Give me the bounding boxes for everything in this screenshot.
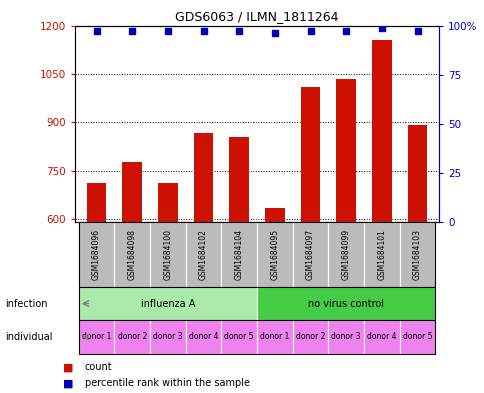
Bar [193, 134, 213, 393]
Bar [363, 222, 399, 287]
Bar [300, 87, 320, 393]
Text: donor 4: donor 4 [188, 332, 218, 342]
Bar [150, 222, 185, 287]
Text: donor 5: donor 5 [402, 332, 431, 342]
Text: donor 5: donor 5 [224, 332, 254, 342]
Text: percentile rank within the sample: percentile rank within the sample [85, 378, 249, 388]
Text: donor 3: donor 3 [331, 332, 360, 342]
Bar [257, 320, 292, 354]
Bar [336, 79, 355, 393]
Text: infection: infection [5, 299, 47, 309]
Title: GDS6063 / ILMN_1811264: GDS6063 / ILMN_1811264 [175, 10, 338, 23]
Bar [78, 222, 114, 287]
Text: GSM1684097: GSM1684097 [305, 229, 315, 280]
Bar [363, 320, 399, 354]
Bar [399, 320, 435, 354]
Bar [114, 222, 150, 287]
Text: donor 1: donor 1 [82, 332, 111, 342]
Text: GSM1684101: GSM1684101 [377, 229, 386, 280]
Bar [257, 287, 435, 320]
Text: GSM1684098: GSM1684098 [127, 229, 136, 280]
Text: donor 2: donor 2 [295, 332, 325, 342]
Text: GSM1684100: GSM1684100 [163, 229, 172, 280]
Bar [292, 222, 328, 287]
Bar [185, 222, 221, 287]
Bar [399, 222, 435, 287]
Bar [78, 287, 257, 320]
Text: no virus control: no virus control [307, 299, 383, 309]
Bar [407, 125, 426, 393]
Bar [122, 162, 142, 393]
Bar [158, 184, 177, 393]
Text: GSM1684104: GSM1684104 [234, 229, 243, 280]
Bar [150, 320, 185, 354]
Text: ■: ■ [63, 378, 74, 388]
Text: donor 4: donor 4 [366, 332, 396, 342]
Text: influenza A: influenza A [140, 299, 195, 309]
Text: GSM1684099: GSM1684099 [341, 229, 350, 280]
Bar [78, 320, 114, 354]
Bar [328, 222, 363, 287]
Text: count: count [85, 362, 112, 373]
Text: individual: individual [5, 332, 52, 342]
Text: GSM1684102: GSM1684102 [198, 229, 208, 280]
Text: donor 3: donor 3 [153, 332, 182, 342]
Text: donor 2: donor 2 [117, 332, 147, 342]
Text: GSM1684095: GSM1684095 [270, 229, 279, 280]
Text: ■: ■ [63, 362, 74, 373]
Bar [292, 320, 328, 354]
Bar [221, 320, 257, 354]
Bar [257, 222, 292, 287]
Bar [221, 222, 257, 287]
Bar [371, 40, 391, 393]
Bar [229, 137, 248, 393]
Bar [265, 208, 284, 393]
Text: donor 1: donor 1 [259, 332, 289, 342]
Bar [87, 184, 106, 393]
Text: GSM1684103: GSM1684103 [412, 229, 421, 280]
Bar [328, 320, 363, 354]
Bar [114, 320, 150, 354]
Text: GSM1684096: GSM1684096 [92, 229, 101, 280]
Bar [185, 320, 221, 354]
